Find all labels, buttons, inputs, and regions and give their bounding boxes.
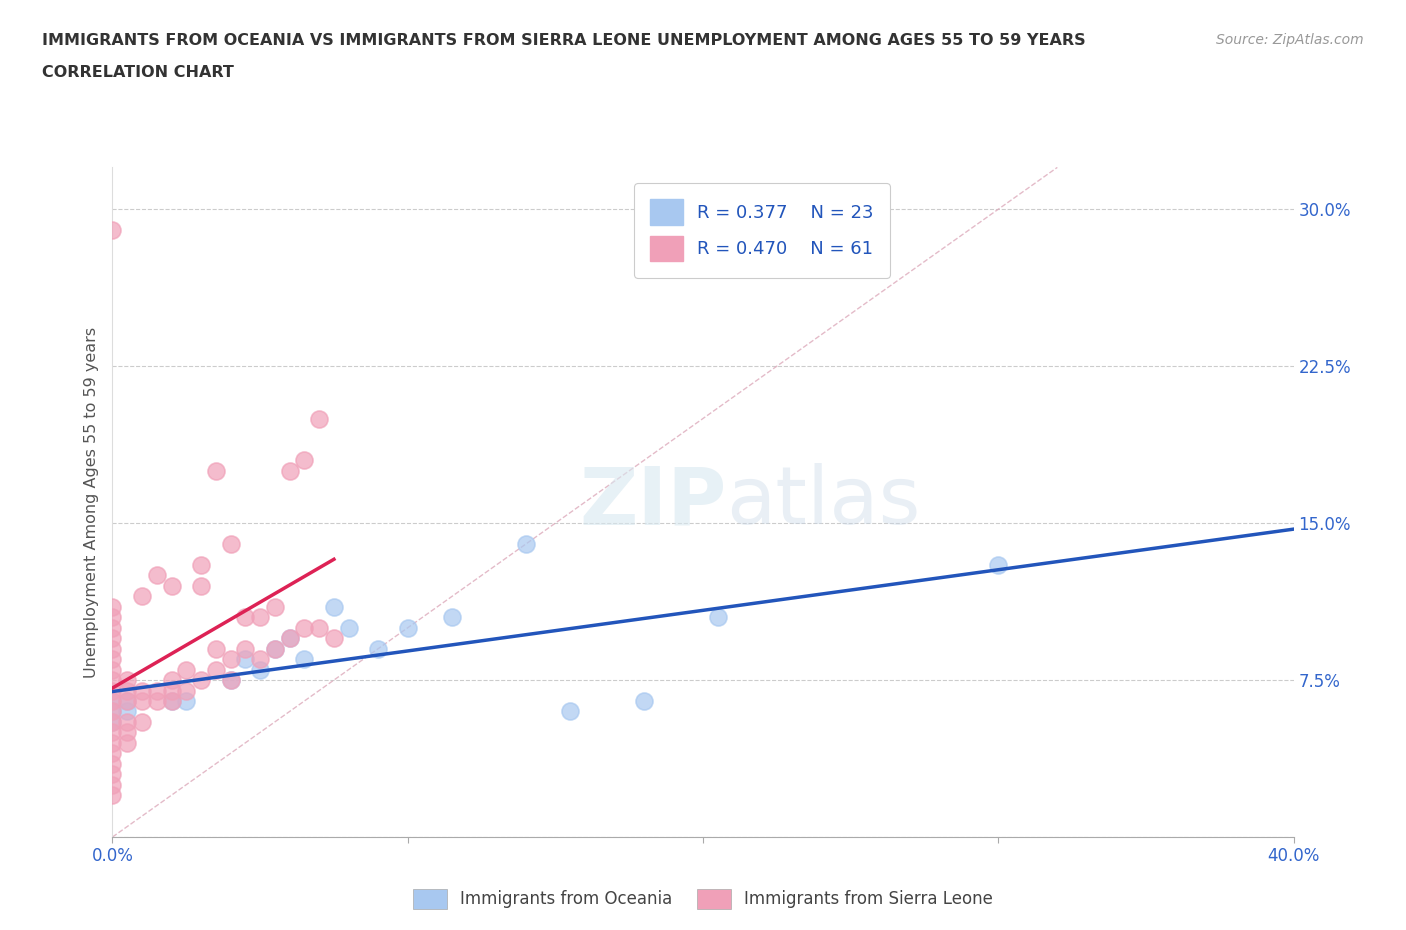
Point: [146, 568, 169, 583]
Point: [441, 610, 464, 625]
Point: [174, 662, 197, 677]
Point: [174, 694, 197, 709]
Point: [219, 672, 242, 687]
Point: [190, 558, 212, 573]
Point: [101, 746, 124, 761]
Point: [117, 694, 138, 709]
Point: [174, 683, 197, 698]
Point: [101, 662, 124, 677]
Point: [160, 672, 183, 687]
Point: [292, 453, 315, 468]
Point: [101, 642, 124, 657]
Point: [264, 600, 287, 615]
Point: [117, 736, 138, 751]
Point: [101, 756, 124, 771]
Point: [101, 672, 124, 687]
Point: [117, 704, 138, 719]
Point: [987, 558, 1010, 573]
Text: Source: ZipAtlas.com: Source: ZipAtlas.com: [1216, 33, 1364, 46]
Legend: Immigrants from Oceania, Immigrants from Sierra Leone: Immigrants from Oceania, Immigrants from…: [406, 882, 1000, 916]
Point: [101, 631, 124, 645]
Point: [101, 694, 124, 709]
Point: [101, 600, 124, 615]
Point: [308, 620, 330, 635]
Point: [101, 694, 124, 709]
Point: [249, 610, 271, 625]
Point: [278, 631, 301, 645]
Point: [367, 642, 389, 657]
Point: [101, 683, 124, 698]
Point: [131, 694, 153, 709]
Point: [117, 694, 138, 709]
Point: [292, 620, 315, 635]
Text: ZIP: ZIP: [579, 463, 727, 541]
Point: [101, 725, 124, 740]
Point: [101, 777, 124, 792]
Point: [117, 725, 138, 740]
Y-axis label: Unemployment Among Ages 55 to 59 years: Unemployment Among Ages 55 to 59 years: [84, 326, 100, 678]
Point: [160, 694, 183, 709]
Point: [131, 683, 153, 698]
Text: IMMIGRANTS FROM OCEANIA VS IMMIGRANTS FROM SIERRA LEONE UNEMPLOYMENT AMONG AGES : IMMIGRANTS FROM OCEANIA VS IMMIGRANTS FR…: [42, 33, 1085, 47]
Point: [131, 714, 153, 729]
Point: [308, 411, 330, 426]
Point: [396, 620, 419, 635]
Point: [190, 672, 212, 687]
Point: [101, 223, 124, 238]
Point: [101, 704, 124, 719]
Point: [633, 694, 655, 709]
Point: [249, 652, 271, 667]
Point: [205, 642, 228, 657]
Point: [160, 578, 183, 593]
Point: [101, 736, 124, 751]
Point: [219, 537, 242, 551]
Point: [117, 683, 138, 698]
Point: [146, 683, 169, 698]
Point: [101, 714, 124, 729]
Point: [337, 620, 360, 635]
Text: CORRELATION CHART: CORRELATION CHART: [42, 65, 233, 80]
Point: [205, 662, 228, 677]
Point: [233, 610, 256, 625]
Point: [160, 694, 183, 709]
Point: [146, 694, 169, 709]
Point: [101, 610, 124, 625]
Point: [160, 683, 183, 698]
Point: [190, 578, 212, 593]
Point: [264, 642, 287, 657]
Point: [323, 631, 346, 645]
Point: [205, 463, 228, 478]
Point: [515, 537, 537, 551]
Point: [323, 600, 346, 615]
Point: [101, 714, 124, 729]
Point: [278, 463, 301, 478]
Point: [101, 652, 124, 667]
Point: [278, 631, 301, 645]
Point: [101, 704, 124, 719]
Point: [233, 652, 256, 667]
Point: [101, 788, 124, 803]
Point: [219, 652, 242, 667]
Point: [101, 620, 124, 635]
Point: [101, 766, 124, 781]
Point: [117, 714, 138, 729]
Text: atlas: atlas: [727, 463, 921, 541]
Point: [249, 662, 271, 677]
Point: [558, 704, 582, 719]
Point: [131, 589, 153, 604]
Point: [292, 652, 315, 667]
Point: [233, 642, 256, 657]
Point: [264, 642, 287, 657]
Point: [117, 672, 138, 687]
Point: [706, 610, 728, 625]
Point: [219, 672, 242, 687]
